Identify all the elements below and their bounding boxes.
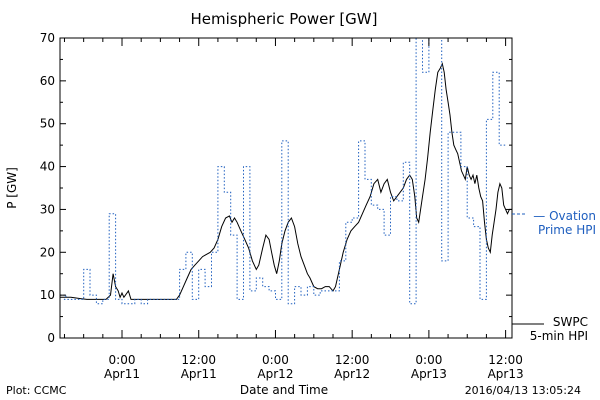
plot-timestamp: 2016/04/13 13:05:24 xyxy=(465,384,581,397)
x-tick-label: Apr13 xyxy=(411,367,447,381)
axes-layer: 0102030405060700:00Apr1112:00Apr110:00Ap… xyxy=(40,31,524,381)
x-tick-label: 0:00 xyxy=(415,353,442,367)
legend-ovation-label: — Ovation xyxy=(533,209,596,223)
y-tick-label: 60 xyxy=(40,74,55,88)
plot-frame xyxy=(59,37,513,339)
x-tick-label: Apr11 xyxy=(104,367,140,381)
y-tick-label: 20 xyxy=(40,245,55,259)
series-layer xyxy=(60,37,512,305)
y-tick-label: 10 xyxy=(40,288,55,302)
y-tick-label: 30 xyxy=(40,202,55,216)
y-tick-label: 50 xyxy=(40,117,55,131)
x-tick-label: 12:00 xyxy=(181,353,216,367)
legend-swpc-label: SWPC xyxy=(553,315,588,329)
y-axis-label: P [GW] xyxy=(5,167,19,209)
legend-ovation-label: Prime HPI xyxy=(538,223,596,237)
legend-swpc-label: 5-min HPI xyxy=(530,329,588,343)
plot-credit: Plot: CCMC xyxy=(6,384,67,397)
y-tick-label: 0 xyxy=(47,331,55,345)
y-tick-label: 70 xyxy=(40,31,55,45)
y-tick-label: 40 xyxy=(40,160,55,174)
x-tick-label: Apr12 xyxy=(257,367,293,381)
series-line-swpc-5-min-hpi xyxy=(60,62,512,300)
x-axis-label: Date and Time xyxy=(240,383,328,397)
x-tick-label: Apr12 xyxy=(334,367,370,381)
x-tick-label: Apr13 xyxy=(488,367,524,381)
x-tick-label: 12:00 xyxy=(488,353,523,367)
x-tick-label: 12:00 xyxy=(335,353,370,367)
chart-title: Hemispheric Power [GW] xyxy=(191,10,378,28)
x-tick-label: 0:00 xyxy=(262,353,289,367)
x-tick-label: 0:00 xyxy=(109,353,136,367)
x-tick-label: Apr11 xyxy=(181,367,217,381)
series-line-ovation-prime-hpi xyxy=(60,37,506,305)
